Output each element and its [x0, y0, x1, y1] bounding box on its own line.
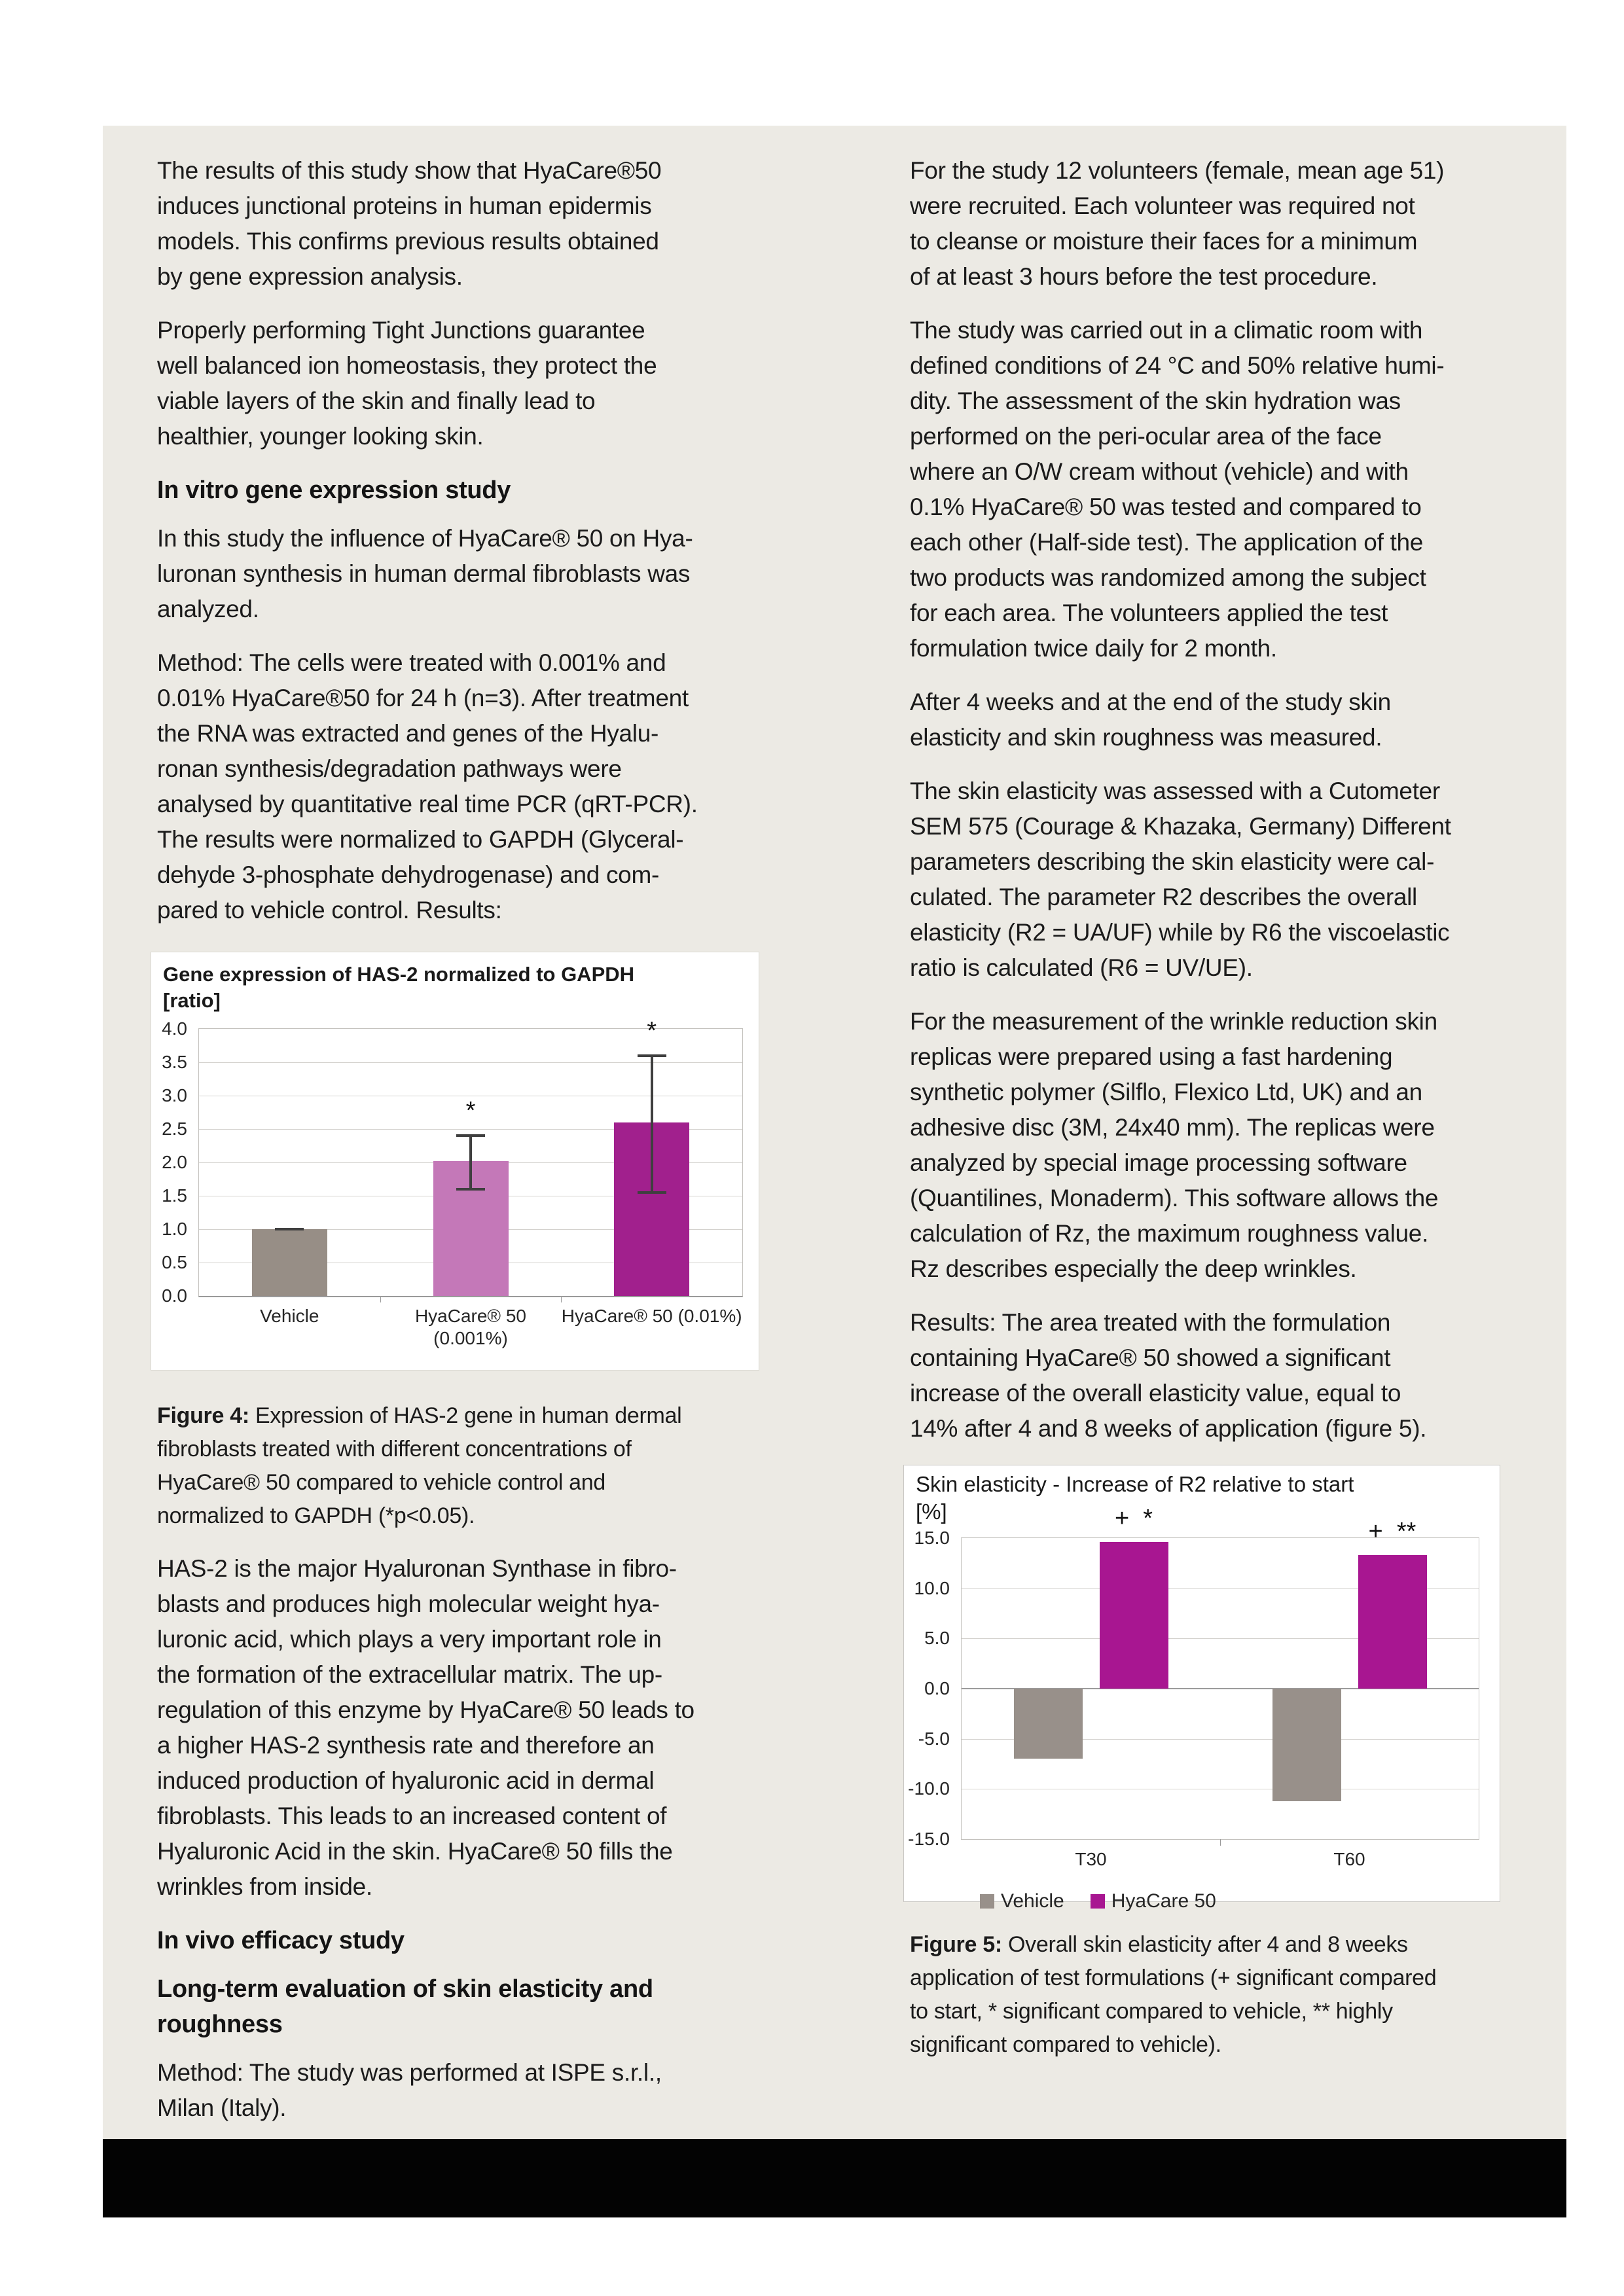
x-axis-tick: [380, 1296, 381, 1302]
y-axis-tick-label: 10.0: [914, 1577, 950, 1598]
paragraph-method-cells: Method: The cells were treated with 0.00…: [157, 649, 698, 924]
figure4-plot-area: 4.0 3.5 3.0 2.5 2.0 1.5 1.0 0.5 0.0 * * Vehicle HyaC…: [162, 1018, 743, 1348]
figure4-chart: Gene expression of HAS-2 normalized to G…: [151, 952, 759, 1371]
error-bar-cap: [275, 1228, 304, 1230]
y-axis-tick-label: 15.0: [914, 1528, 950, 1548]
paragraph-tight-junctions: Properly performing Tight Junctions guar…: [157, 317, 657, 450]
paragraph-study-influence: In this study the influence of HyaCare® …: [157, 525, 693, 622]
significance-annotation: *: [465, 1097, 476, 1125]
paragraph-cutometer: The skin elasticity was assessed with a …: [910, 778, 1451, 981]
zero-axis-line: [962, 1688, 1479, 1689]
heading-long-term: Long-term evaluation of skin elasticity …: [157, 1975, 653, 2038]
x-axis-category-label: HyaCare® 50 (0.01%): [561, 1306, 742, 1326]
legend-label: HyaCare 50: [1111, 1890, 1216, 1912]
x-axis-category-label: T60: [1333, 1849, 1365, 1869]
y-axis-tick-label: 2.0: [162, 1152, 187, 1172]
heading-in-vivo-study: In vivo efficacy study: [157, 1927, 405, 1954]
paragraph-after-4-weeks: After 4 weeks and at the end of the stud…: [910, 689, 1391, 751]
bar: [1013, 1689, 1083, 1759]
figure4-caption-text: Expression of HAS-2 gene in human dermal…: [157, 1403, 682, 1528]
y-axis-tick-label: 0.5: [162, 1252, 187, 1272]
figure5-caption-text: Overall skin elasticity after 4 and 8 we…: [910, 1932, 1437, 2057]
y-axis-tick-label: 0.0: [924, 1678, 950, 1698]
error-bar-cap: [456, 1187, 485, 1191]
y-axis-tick-label: 3.5: [162, 1052, 187, 1072]
error-bar-cap: [456, 1134, 485, 1138]
legend-swatch: [980, 1894, 994, 1909]
x-axis-category-label: T30: [1075, 1849, 1107, 1869]
gridline: [962, 1638, 1479, 1640]
y-axis-tick-label: -5.0: [918, 1728, 950, 1749]
y-axis-tick-label: 1.0: [162, 1219, 187, 1239]
paragraph-results-summary: The results of this study show that HyaC…: [157, 157, 662, 290]
figure5-chart-title: Skin elasticity - Increase of R2 relativ…: [916, 1472, 1354, 1496]
paragraph-climatic-room: The study was carried out in a climatic …: [910, 317, 1445, 662]
bar: [1358, 1555, 1427, 1689]
figure4-plot-wrap: 4.0 3.5 3.0 2.5 2.0 1.5 1.0 0.5 0.0 * * Vehicle HyaC…: [151, 1018, 759, 1348]
legend-swatch: [1090, 1894, 1105, 1909]
y-axis-tick-label: -15.0: [908, 1829, 950, 1849]
error-bar-cap: [637, 1054, 666, 1057]
y-axis-tick-label: 4.0: [162, 1018, 187, 1039]
y-axis-tick-label: 1.5: [162, 1185, 187, 1206]
paragraph-method-ispe: Method: The study was performed at ISPE …: [157, 2059, 662, 2121]
y-axis-tick-label: 2.5: [162, 1119, 187, 1139]
y-axis-tick-label: 5.0: [924, 1628, 950, 1649]
gridline: [199, 1129, 742, 1130]
gridline: [962, 1588, 1479, 1589]
footer-bar: [103, 2139, 1566, 2217]
heading-in-vitro-study: In vitro gene expression study: [157, 476, 511, 504]
error-bar: [469, 1136, 472, 1189]
x-axis-category-label: Vehicle: [260, 1306, 319, 1326]
y-axis-tick-label: 0.0: [162, 1285, 187, 1306]
paragraph-volunteers: For the study 12 volunteers (female, mea…: [910, 157, 1445, 290]
x-axis-tick: [1220, 1839, 1221, 1846]
paragraph-results-elasticity: Results: The area treated with the formu…: [910, 1309, 1427, 1442]
error-bar: [650, 1055, 653, 1193]
significance-annotation: *: [647, 1016, 657, 1045]
significance-annotation: + *: [1114, 1505, 1153, 1533]
x-axis-tick: [561, 1296, 562, 1302]
y-axis-tick-label: -10.0: [908, 1778, 950, 1799]
left-column: The results of this study show that HyaC…: [151, 153, 766, 2144]
figure5-chart-unit: [%]: [916, 1499, 947, 1524]
figure5-chart: Skin elasticity - Increase of R2 relativ…: [903, 1465, 1500, 1912]
legend-item: HyaCare 50: [1090, 1890, 1216, 1912]
error-bar-cap: [637, 1191, 666, 1194]
legend-label: Vehicle: [1001, 1890, 1064, 1912]
figure4-caption-label: Figure 4:: [157, 1403, 249, 1428]
figure5-plot-area: 15.0 10.0 5.0 0.0 -5.0 -10.0 -15.0 + * + ** T30 T6…: [908, 1505, 1479, 1912]
chart-legend: Vehicle HyaCare 50: [980, 1890, 1216, 1912]
paragraph-wrinkle-measurement: For the measurement of the wrinkle reduc…: [910, 1008, 1439, 1282]
figure4-chart-title: Gene expression of HAS-2 normalized to G…: [163, 963, 635, 986]
figure4-chart-unit: [ratio]: [163, 989, 221, 1012]
legend-item: Vehicle: [980, 1890, 1064, 1912]
figure5-caption-label: Figure 5:: [910, 1932, 1002, 1957]
bar: [1272, 1689, 1341, 1801]
bar: [1099, 1542, 1168, 1689]
figure4-caption: Figure 4: Expression of HAS-2 gene in hu…: [157, 1399, 766, 1533]
paragraph-has2: HAS-2 is the major Hyaluronan Synthase i…: [157, 1555, 695, 1900]
gridline: [199, 1062, 742, 1063]
figure5-plot-wrap: 15.0 10.0 5.0 0.0 -5.0 -10.0 -15.0 + * + ** T30 T6…: [904, 1505, 1500, 1912]
figure5-caption: Figure 5: Overall skin elasticity after …: [910, 1928, 1532, 2062]
bar: [251, 1229, 327, 1296]
y-axis-tick-label: 3.0: [162, 1085, 187, 1105]
x-axis-category-label: HyaCare® 50 (0.001%): [414, 1306, 526, 1348]
right-column: For the study 12 volunteers (female, mea…: [903, 153, 1532, 2080]
significance-annotation: + **: [1368, 1518, 1416, 1546]
gridline: [962, 1738, 1479, 1740]
content-panel: The results of this study show that HyaC…: [103, 126, 1566, 2139]
